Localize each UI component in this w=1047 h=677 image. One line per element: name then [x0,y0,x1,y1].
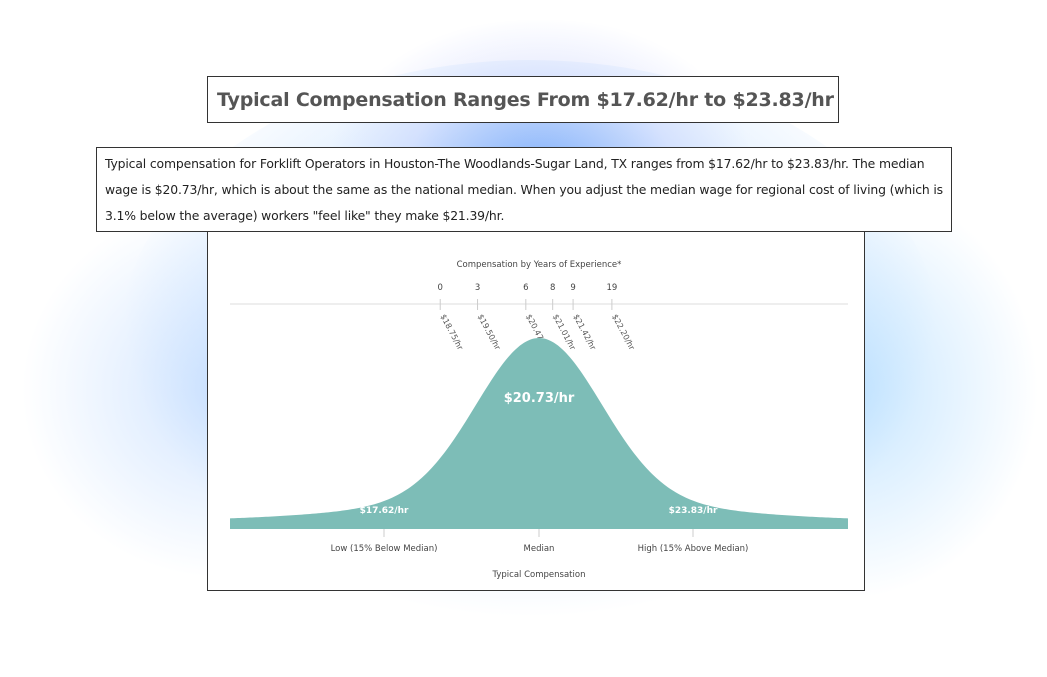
experience-years-label: 0 [438,283,443,293]
experience-years-label: 9 [570,283,575,293]
experience-years-label: 8 [550,283,555,293]
compensation-chart: Compensation by Years of Experience* 0 $1… [207,232,865,591]
chart-svg: Compensation by Years of Experience* 0 $1… [230,260,848,580]
description-box: Typical compensation for Forklift Operat… [96,147,952,232]
title-box: Typical Compensation Ranges From $17.62/… [207,76,839,123]
experience-chart-title: Compensation by Years of Experience* [457,260,622,270]
low-category-label: Low (15% Below Median) [331,544,438,554]
x-axis-label: Typical Compensation [492,570,586,580]
experience-years-label: 3 [475,283,480,293]
median-category-label: Median [524,544,555,554]
high-category-label: High (15% Above Median) [638,544,749,554]
high-value-label: $23.83/hr [669,506,718,516]
low-value-label: $17.62/hr [360,506,409,516]
description-text: Typical compensation for Forklift Operat… [105,156,943,223]
distribution-curve [230,338,848,529]
experience-wage-label: $18.75/hr [438,313,465,352]
experience-wage-label: $22.20/hr [610,313,637,352]
experience-years-label: 19 [606,283,617,293]
median-value-label: $20.73/hr [504,391,575,406]
page-title: Typical Compensation Ranges From $17.62/… [217,88,834,111]
experience-years-label: 6 [523,283,528,293]
experience-wage-label: $19.50/hr [476,313,503,352]
